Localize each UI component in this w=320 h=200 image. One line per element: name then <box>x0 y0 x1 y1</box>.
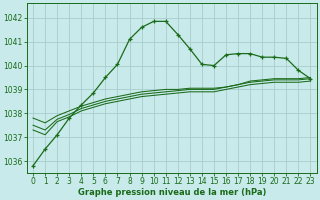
X-axis label: Graphe pression niveau de la mer (hPa): Graphe pression niveau de la mer (hPa) <box>77 188 266 197</box>
